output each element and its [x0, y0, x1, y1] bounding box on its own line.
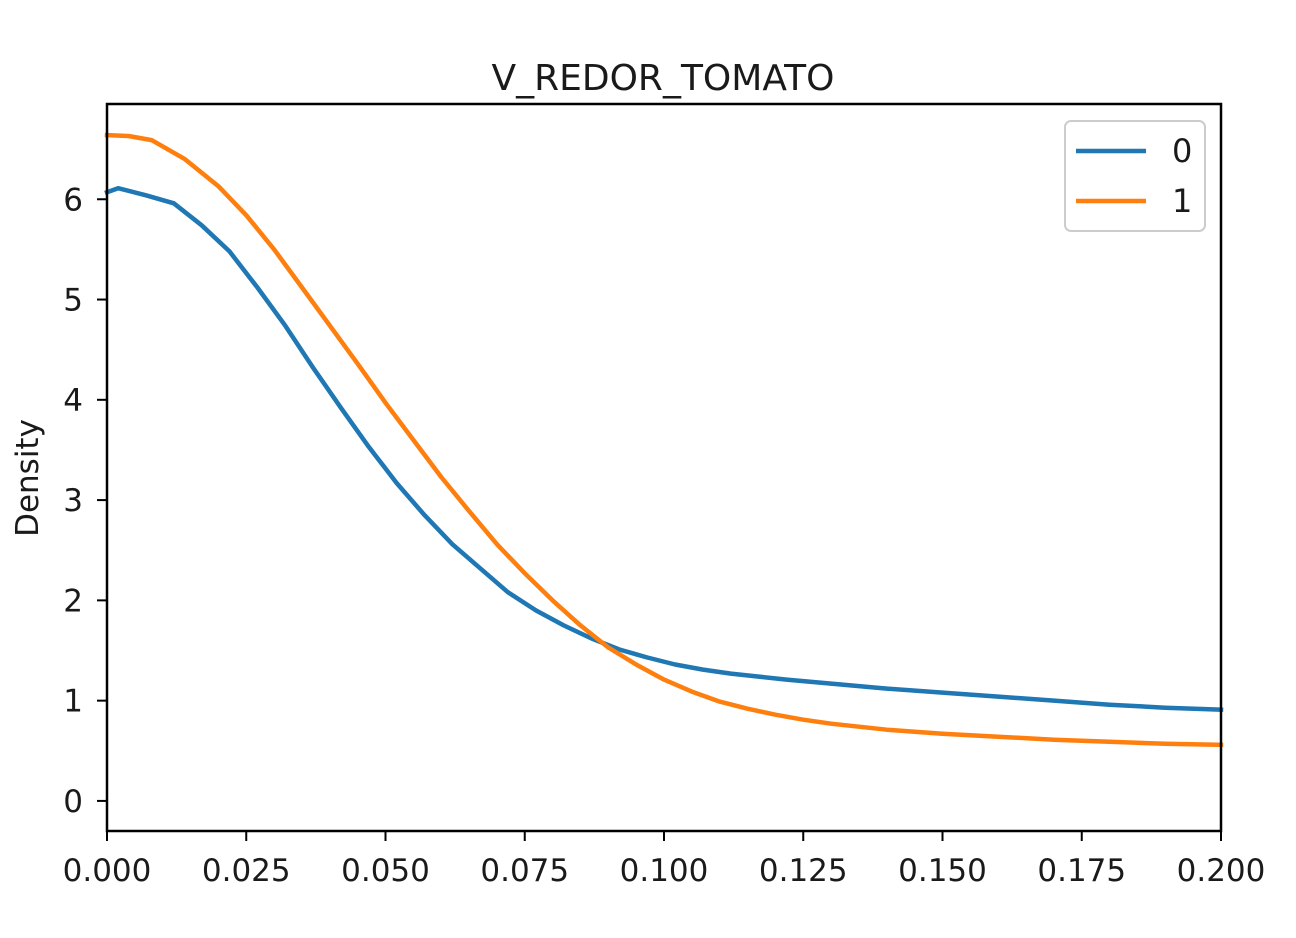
y-tick-label-3: 3	[63, 483, 83, 519]
series-layer	[104, 132, 1224, 748]
legend: 0 1	[1064, 120, 1206, 232]
x-tick-label-3: 0.075	[480, 853, 569, 889]
x-tick-label-0: 0.000	[63, 853, 152, 889]
series-line-1	[104, 132, 1224, 748]
y-tick-label-2: 2	[63, 583, 83, 619]
y-tick-label-6: 6	[63, 182, 83, 218]
y-axis-label: Density	[10, 419, 46, 537]
series-line-0	[104, 185, 1224, 713]
x-tick-label-8: 0.200	[1177, 853, 1266, 889]
legend-box	[1064, 120, 1206, 232]
y-tick-label-5: 5	[63, 283, 83, 319]
y-tick-label-4: 4	[63, 383, 83, 419]
x-tick-label-2: 0.050	[341, 853, 430, 889]
legend-label-0: 0	[1172, 132, 1192, 170]
x-tick-label-1: 0.025	[202, 853, 291, 889]
plot-frame	[105, 102, 1223, 833]
x-tick-label-5: 0.125	[759, 853, 848, 889]
legend-label-1: 1	[1172, 182, 1192, 220]
x-axis: 0.000 0.025 0.050 0.075 0.100 0.125 0.150 0.175…	[63, 831, 1266, 889]
y-axis: 0 1 2 3 4 5 6	[63, 182, 107, 820]
y-tick-label-1: 1	[63, 684, 83, 720]
chart-title: V_REDOR_TOMATO	[491, 58, 834, 99]
x-tick-label-7: 0.175	[1037, 853, 1126, 889]
y-tick-label-0: 0	[63, 784, 83, 820]
x-tick-label-6: 0.150	[898, 853, 987, 889]
x-tick-label-4: 0.100	[620, 853, 709, 889]
